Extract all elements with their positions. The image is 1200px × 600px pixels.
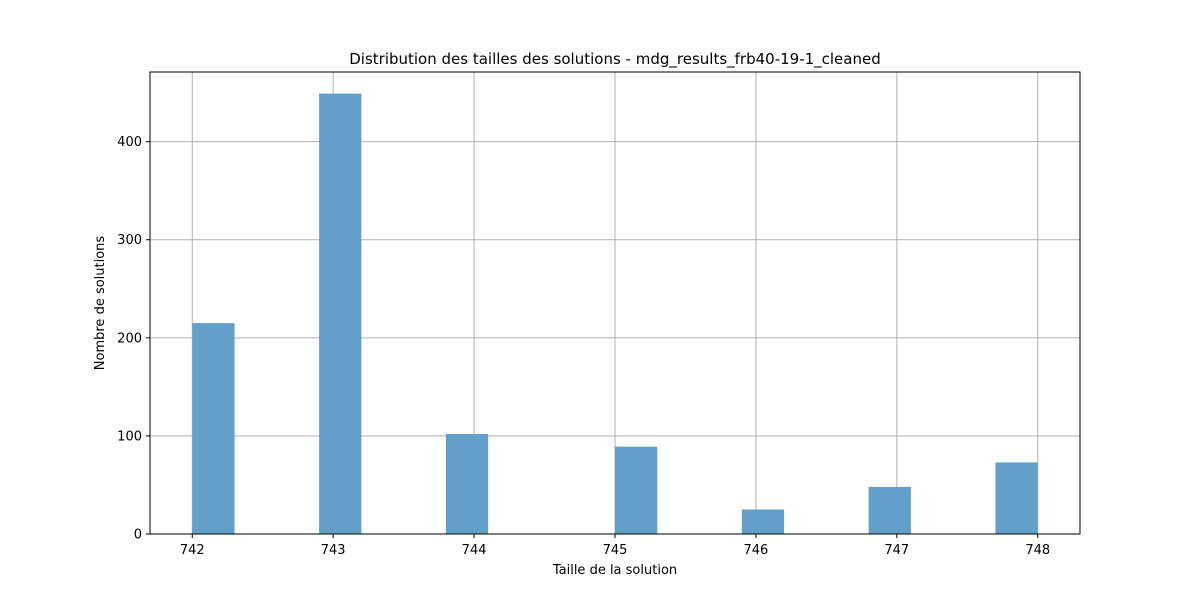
x-tick-label: 744	[462, 543, 487, 558]
histogram-bar	[995, 462, 1038, 534]
histogram-bar	[615, 446, 658, 534]
histogram-bar	[319, 93, 362, 534]
x-tick-label: 746	[743, 543, 768, 558]
histogram-bar	[445, 433, 489, 534]
chart-title: Distribution des tailles des solutions -…	[349, 50, 881, 69]
histogram-bar	[192, 323, 235, 534]
x-tick-label: 745	[603, 543, 628, 558]
histogram-bar	[868, 486, 911, 534]
y-tick-label: 100	[117, 429, 142, 444]
x-tick-label: 748	[1025, 543, 1050, 558]
y-tick-label: 400	[117, 135, 142, 150]
x-tick-label: 742	[180, 543, 205, 558]
histogram-bar	[741, 509, 785, 534]
x-axis-label: Taille de la solution	[552, 563, 677, 578]
y-axis-label: Nombre de solutions	[93, 236, 108, 371]
y-axis-ticks: 0 100 200 300 400	[117, 135, 150, 543]
x-tick-label: 743	[321, 543, 346, 558]
y-tick-label: 0	[134, 528, 142, 543]
x-tick-label: 747	[884, 543, 909, 558]
histogram-bars	[192, 93, 1038, 534]
y-tick-label: 200	[117, 331, 142, 346]
y-tick-label: 300	[117, 233, 142, 248]
x-axis-ticks: 742 743 744 745 746 747 748	[180, 534, 1050, 558]
